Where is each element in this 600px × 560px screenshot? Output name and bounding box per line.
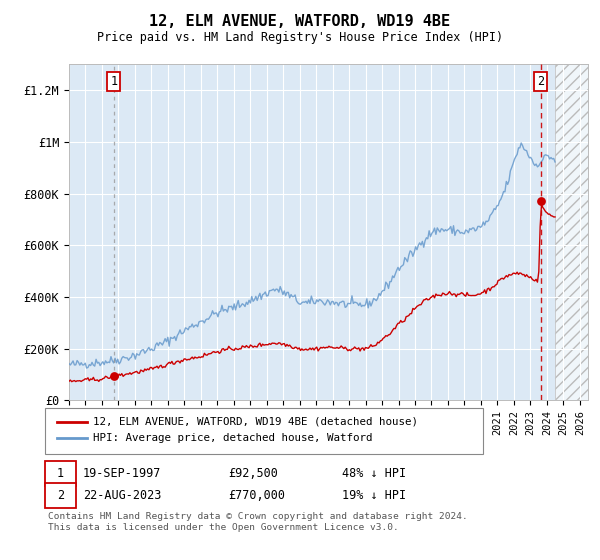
Text: 2: 2 [57,489,64,502]
Text: 1: 1 [110,74,118,88]
Text: 12, ELM AVENUE, WATFORD, WD19 4BE: 12, ELM AVENUE, WATFORD, WD19 4BE [149,14,451,29]
Text: HPI: Average price, detached house, Watford: HPI: Average price, detached house, Watf… [93,433,373,444]
Text: 19% ↓ HPI: 19% ↓ HPI [342,489,406,502]
Text: £92,500: £92,500 [228,466,278,480]
Text: 19-SEP-1997: 19-SEP-1997 [83,466,161,480]
Point [109,372,119,381]
Bar [555,64,588,400]
Text: 1: 1 [57,466,64,480]
Text: Contains HM Land Registry data © Crown copyright and database right 2024.
This d: Contains HM Land Registry data © Crown c… [48,512,468,531]
Text: 48% ↓ HPI: 48% ↓ HPI [342,466,406,480]
Bar [555,64,588,400]
Text: £770,000: £770,000 [228,489,285,502]
Text: 22-AUG-2023: 22-AUG-2023 [83,489,161,502]
Point [536,197,545,206]
Text: Price paid vs. HM Land Registry's House Price Index (HPI): Price paid vs. HM Land Registry's House … [97,31,503,44]
Text: 12, ELM AVENUE, WATFORD, WD19 4BE (detached house): 12, ELM AVENUE, WATFORD, WD19 4BE (detac… [93,417,418,427]
Text: 2: 2 [538,74,544,88]
